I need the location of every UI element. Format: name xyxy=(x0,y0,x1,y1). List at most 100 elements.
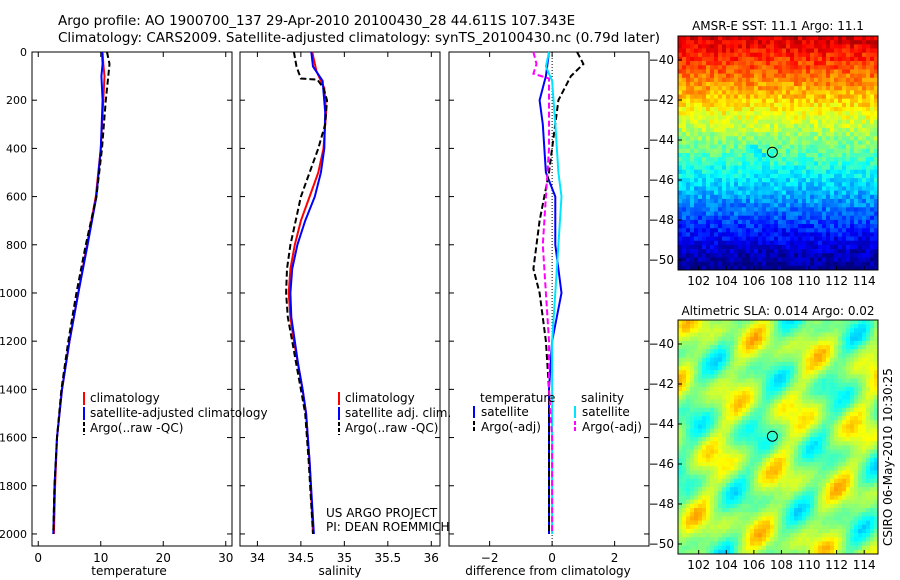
map-cell xyxy=(858,232,863,237)
map-cell xyxy=(710,374,715,379)
map-cell xyxy=(690,228,695,233)
map-cell xyxy=(874,257,878,262)
map-cell xyxy=(862,253,867,258)
map-cell xyxy=(734,86,739,91)
map-cell xyxy=(778,165,783,171)
map-cell xyxy=(866,56,871,62)
map-cell xyxy=(790,441,795,446)
map-cell xyxy=(826,86,831,91)
map-cell xyxy=(726,453,731,459)
map-cell xyxy=(838,144,843,150)
map-cell xyxy=(826,336,831,342)
map-cell xyxy=(726,211,731,216)
map-cell xyxy=(822,253,827,258)
map-cell xyxy=(874,240,878,246)
map-cell xyxy=(778,65,783,70)
map-cell xyxy=(806,449,811,455)
map-cell xyxy=(762,411,767,417)
map-cell xyxy=(770,391,775,396)
map-cell xyxy=(762,119,767,125)
map-cell xyxy=(766,190,771,196)
salinity-legend: climatology satellite adj. clim. Argo(..… xyxy=(338,391,451,435)
map-cell xyxy=(802,403,807,409)
map-cell xyxy=(822,81,827,87)
map-cell xyxy=(782,236,787,242)
map-cell xyxy=(762,69,767,74)
map-cell xyxy=(798,328,803,333)
map-cell xyxy=(690,153,695,158)
map-cell xyxy=(702,36,707,41)
map-cell xyxy=(766,482,771,488)
map-cell xyxy=(762,224,767,229)
map-cell xyxy=(778,332,783,338)
map-cell xyxy=(706,420,711,425)
map-cell xyxy=(774,190,779,196)
map-cell xyxy=(834,161,839,166)
map-cell xyxy=(794,182,799,187)
map-cell xyxy=(766,48,771,54)
map-cell xyxy=(782,61,787,66)
map-cell xyxy=(846,98,851,104)
map-cell xyxy=(822,136,827,141)
map-cell xyxy=(754,244,759,250)
map-cell xyxy=(690,186,695,191)
map-cell xyxy=(738,240,743,246)
map-cell xyxy=(730,73,735,79)
map-cell xyxy=(694,69,699,74)
map-cell xyxy=(754,324,759,329)
map-cell xyxy=(746,391,751,396)
map-cell xyxy=(782,194,787,200)
map-cell xyxy=(754,391,759,396)
map-cell xyxy=(718,186,723,191)
map-cell xyxy=(738,482,743,488)
map-cell xyxy=(678,382,683,388)
map-cell xyxy=(830,86,835,91)
map-cell xyxy=(854,148,859,154)
map-cell xyxy=(814,441,819,446)
map-cell xyxy=(866,132,871,137)
map-cell xyxy=(750,374,755,379)
map-cell xyxy=(722,236,727,242)
map-cell xyxy=(738,102,743,108)
map-cell xyxy=(678,424,683,429)
map-cell xyxy=(762,382,767,388)
map-cell xyxy=(862,81,867,87)
map-cell xyxy=(818,437,823,442)
map-cell xyxy=(846,432,851,438)
map-cell xyxy=(742,478,747,484)
map-cell xyxy=(698,48,703,54)
map-cell xyxy=(850,198,855,204)
legend-label-temp-satellite: satellite xyxy=(481,405,529,419)
map-cell xyxy=(782,115,787,120)
map-cell xyxy=(758,253,763,258)
map-cell xyxy=(782,140,787,145)
map-cell xyxy=(678,153,683,158)
map-cell xyxy=(710,136,715,141)
map-cell xyxy=(794,107,799,112)
map-cell xyxy=(846,349,851,354)
map-cell xyxy=(786,320,791,325)
map-cell xyxy=(742,73,747,79)
map-cell xyxy=(726,40,731,45)
map-cell xyxy=(866,102,871,108)
map-cell xyxy=(814,324,819,329)
map-cell xyxy=(774,48,779,54)
map-cell xyxy=(774,466,779,471)
map-cell xyxy=(834,207,839,212)
map-cell xyxy=(822,203,827,208)
map-cell xyxy=(870,77,875,83)
map-cell xyxy=(786,482,791,488)
map-cell xyxy=(730,374,735,379)
map-cell xyxy=(694,345,699,350)
map-cell xyxy=(814,386,819,392)
map-cell xyxy=(750,361,755,367)
map-cell xyxy=(698,56,703,62)
map-cell xyxy=(818,56,823,62)
map-cell xyxy=(746,357,751,363)
map-cell xyxy=(798,228,803,233)
map-cell xyxy=(746,320,751,325)
map-cell xyxy=(858,370,863,375)
map-cell xyxy=(726,253,731,258)
map-cell xyxy=(782,224,787,229)
map-cell xyxy=(750,157,755,162)
